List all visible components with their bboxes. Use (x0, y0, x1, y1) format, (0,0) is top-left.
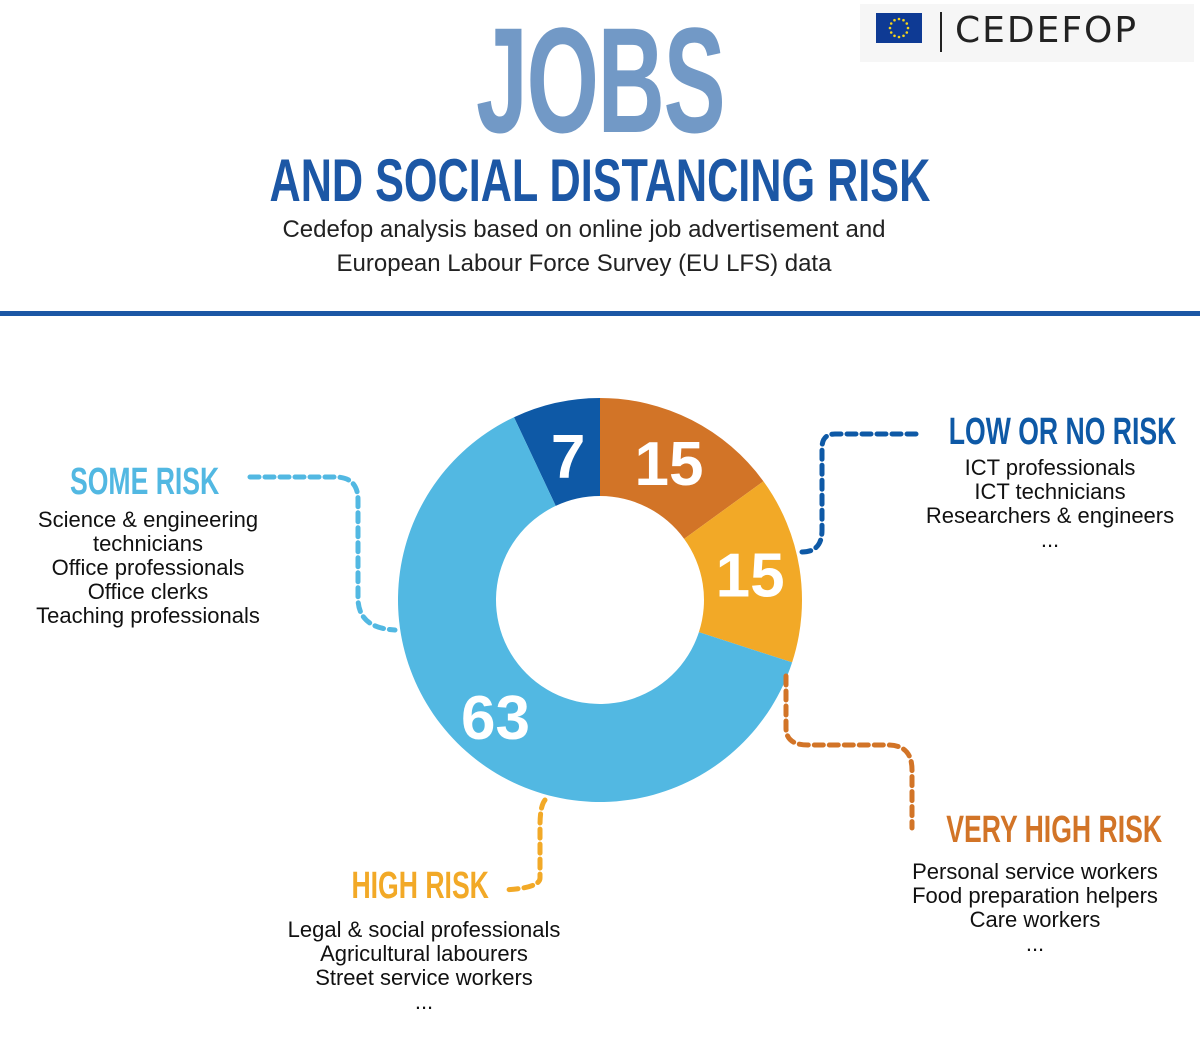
page-title: JOBS (0, 0, 1200, 164)
very-high-risk-item: Care workers (969, 907, 1101, 932)
eu-star (889, 22, 893, 25)
eu-flag-icon (876, 13, 922, 43)
high-risk-title-text: HIGH RISK (351, 865, 489, 907)
very-high-risk-item: Personal service workers (912, 859, 1158, 884)
description-line-1: Cedefop analysis based on online job adv… (282, 216, 886, 243)
some-risk-item: Office professionals (51, 555, 245, 580)
some-risk-item: technicians (92, 531, 204, 556)
eu-star (888, 26, 892, 30)
slice-high-risk (684, 481, 802, 663)
eu-star (893, 18, 896, 22)
very-high-risk-title: VERY HIGH RISK (900, 810, 1180, 850)
page-title-text: JOBS (475, 0, 726, 164)
logo-separator (940, 12, 942, 52)
eu-star (897, 17, 901, 21)
low-risk-item: ... (1040, 527, 1060, 552)
low-risk-title-text: LOW OR NO RISK (948, 411, 1177, 453)
eu-star (897, 35, 901, 39)
eu-star (905, 22, 909, 25)
some-risk-item: Teaching professionals (36, 603, 260, 628)
description-line-2: European Labour Force Survey (EU LFS) da… (336, 250, 832, 277)
slice-low-risk (513, 398, 600, 506)
some-risk-title: SOME RISK (10, 462, 280, 502)
low-risk-title: LOW OR NO RISK (900, 412, 1200, 452)
low-risk-item: Researchers & engineers (925, 503, 1175, 528)
very-high-risk-item: ... (1025, 931, 1045, 956)
slice-value-label: 15 (635, 430, 704, 499)
eu-star (902, 18, 905, 22)
high-risk-title: HIGH RISK (300, 866, 540, 906)
some-risk-connector (247, 474, 398, 633)
eu-star (902, 34, 905, 38)
some-risk-item: Office clerks (87, 579, 209, 604)
some-risk-list: Science & engineering technicians Office… (10, 508, 286, 628)
very-high-risk-list: Personal service workers Food preparatio… (886, 860, 1184, 956)
low-risk-item: ICT technicians (974, 479, 1126, 504)
high-risk-connector (501, 797, 548, 893)
high-risk-list: Legal & social professionals Agricultura… (244, 918, 604, 1014)
page-subtitle-text: AND SOCIAL DISTANCING RISK (269, 147, 931, 214)
high-risk-item: ... (414, 989, 434, 1014)
high-risk-item: Street service workers (315, 965, 533, 990)
very-high-risk-item: Food preparation helpers (912, 883, 1158, 908)
very-high-risk-connector (783, 673, 915, 831)
low-risk-connector (799, 431, 919, 555)
some-risk-item: Science & engineering (37, 507, 259, 532)
cedefop-logo: CEDEFOP (860, 4, 1194, 62)
eu-star (906, 26, 910, 30)
slice-value-label: 15 (716, 542, 785, 611)
high-risk-item: Legal & social professionals (287, 917, 561, 942)
slice-value-label: 7 (551, 423, 585, 492)
logo-text: CEDEFOP (955, 10, 1139, 51)
low-risk-list: ICT professionals ICT technicians Resear… (900, 456, 1200, 552)
high-risk-item: Agricultural labourers (320, 941, 528, 966)
eu-star (893, 34, 896, 38)
eu-star (889, 31, 893, 34)
some-risk-title-text: SOME RISK (70, 461, 220, 503)
low-risk-item: ICT professionals (964, 455, 1136, 480)
slice-some-risk (397, 417, 793, 802)
eu-star (905, 31, 909, 34)
slice-value-label: 63 (461, 684, 530, 753)
slice-very-high-risk (600, 398, 764, 539)
header-divider (0, 311, 1200, 316)
very-high-risk-title-text: VERY HIGH RISK (946, 809, 1163, 851)
page-subtitle: AND SOCIAL DISTANCING RISK (0, 148, 1200, 214)
